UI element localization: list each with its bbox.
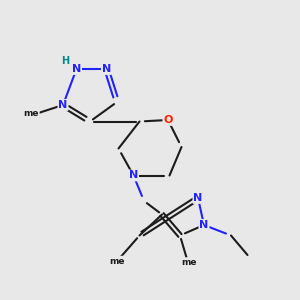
Text: N: N — [72, 64, 81, 74]
Text: N: N — [194, 193, 202, 203]
Text: O: O — [163, 115, 173, 125]
Text: N: N — [200, 220, 208, 230]
Text: me: me — [23, 109, 39, 118]
Text: me: me — [181, 258, 197, 267]
Text: N: N — [58, 100, 68, 110]
Text: me: me — [109, 256, 125, 266]
Text: H: H — [61, 56, 69, 66]
Text: N: N — [102, 64, 111, 74]
Text: N: N — [129, 170, 138, 181]
